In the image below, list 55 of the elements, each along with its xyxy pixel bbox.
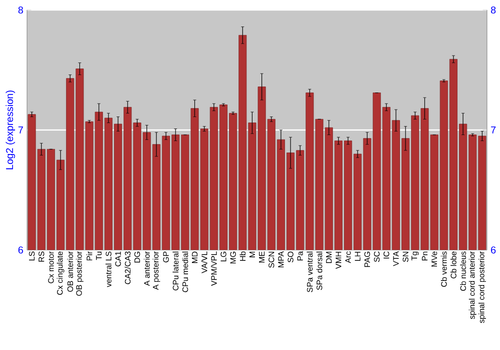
y-tick-label: 8 [18,6,24,14]
x-tick-label: DM [326,252,332,263]
x-tick-label: spinal cord anterior [468,251,476,319]
x-tick-label: LH [354,252,360,261]
x-tick-label: DG [134,252,140,263]
x-tick-label: CPu lateral [172,252,178,290]
y-tick-label: 6 [18,246,24,254]
x-tick-label: VTA [393,251,399,266]
x-tick-label: Cx cingulate [56,252,64,295]
x-tick-label: LG [220,252,226,262]
x-tick-label: VPM/VPL [210,251,217,286]
x-tick-label: ME [259,252,265,263]
x-tick-label: VA/VL [201,251,208,274]
x-tick-label: IC [384,251,390,258]
x-tick-label: Cb vermis [440,251,447,287]
x-tick-label: Cb lobe [450,252,456,278]
x-tick-label: PAG [364,252,370,267]
x-tick-label: SPa ventral [306,252,313,292]
x-tick-label: M [249,252,255,258]
x-tick-label: Cb nucleus [460,251,466,291]
x-tick-label: A anterior [144,251,150,286]
x-tick-label: Cx motor [48,251,54,284]
x-tick-label: Pa [297,251,303,260]
y2-tick-label: 7 [491,126,496,134]
x-tick-label: CA2/CA3 [124,252,131,284]
y-axis-title: Log2 (expression) [6,90,16,170]
x-tick-label: SN [402,252,408,262]
x-tick-label: OB posterior [76,251,84,296]
x-tick-label: GP [163,252,169,262]
x-tick-label: SC [374,251,380,262]
x-tick-label: SO [288,252,294,262]
x-tick-label: CPu medial [182,252,188,292]
x-tick-label: MG [230,252,236,264]
x-tick-label: SPa dorsal [316,252,322,290]
x-tick-label: ventral LS [106,252,112,288]
x-tick-label: CA1 [115,252,121,266]
x-tick-label: Pn [422,252,428,260]
x-tick-label: MPA [278,251,284,268]
x-tick-label: Hb [240,252,246,261]
x-tick-label: Tg [412,252,419,260]
y2-tick-label: 6 [491,246,496,254]
x-tick-label: Tu [96,252,102,260]
x-tick-label: A posterior [152,251,160,290]
x-tick-label: LS [28,252,35,260]
x-tick-label: Pir [86,251,92,260]
x-tick-label: Arc [345,251,351,264]
x-tick-label: OB anterior [67,251,74,292]
y-tick-label: 7 [18,126,23,134]
x-tick-label: MD [192,252,198,263]
x-tick-label: RS [38,252,44,262]
x-tick-label: VMH [336,252,342,269]
x-tick-label: SCN [268,252,274,268]
y2-tick-label: 8 [490,6,496,14]
x-tick-label: spinal cord posterior [478,251,486,323]
x-tick-label: MVe [431,252,438,267]
